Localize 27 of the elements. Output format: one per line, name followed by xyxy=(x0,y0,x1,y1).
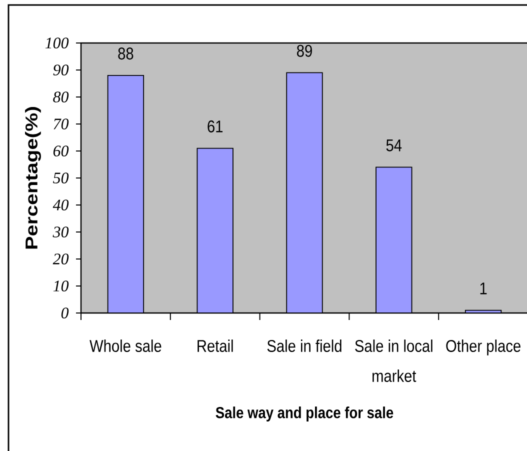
bar xyxy=(107,74,144,313)
x-tick-label: Whole sale xyxy=(90,340,162,352)
data-label: 1 xyxy=(480,282,487,294)
y-tick-label: 50 xyxy=(53,172,69,184)
bar xyxy=(376,166,412,313)
data-label: 89 xyxy=(297,44,312,57)
y-tick-label: 90 xyxy=(53,64,69,76)
y-axis-title: Percentage(%) xyxy=(25,107,41,249)
y-tick-label: 30 xyxy=(52,226,69,238)
x-tick-label: Other place xyxy=(446,340,520,356)
x-axis-title: Sale way and place for sale xyxy=(216,406,394,422)
data-label: 88 xyxy=(118,48,134,60)
data-label: 54 xyxy=(386,139,402,152)
x-tick-label: Retail xyxy=(198,340,233,352)
x-tick-label: Sale in field xyxy=(267,340,342,352)
y-tick-label: 80 xyxy=(53,92,69,102)
x-tick-label: Sale in local market xyxy=(355,340,432,382)
bar xyxy=(286,72,323,313)
y-tick-label: 0 xyxy=(61,308,69,318)
data-label: 61 xyxy=(208,120,223,132)
y-tick-label: 40 xyxy=(52,200,69,210)
y-tick-label: 100 xyxy=(45,38,69,48)
y-tick-label: 60 xyxy=(53,146,69,156)
y-tick-label: 10 xyxy=(53,280,69,292)
bar xyxy=(196,148,234,313)
y-tick-label: 20 xyxy=(52,254,69,264)
y-tick-label: 70 xyxy=(54,118,69,130)
